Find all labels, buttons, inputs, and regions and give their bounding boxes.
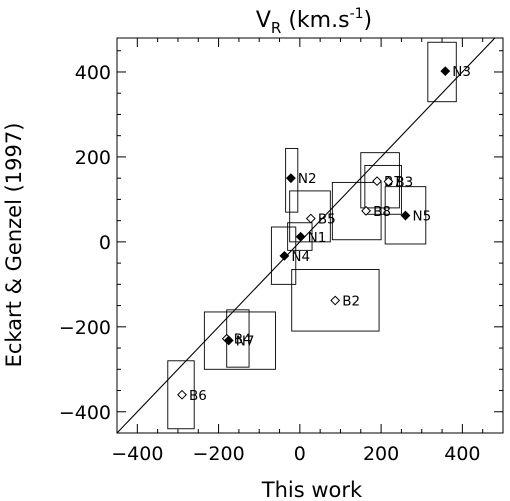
point-label-n4: N4 xyxy=(291,249,310,265)
point-b8 xyxy=(361,205,371,216)
point-label-b4: B4 xyxy=(234,332,252,348)
point-label-b5: B5 xyxy=(318,212,336,228)
point-label-b8: B8 xyxy=(373,204,391,220)
point-label-b3: B3 xyxy=(395,175,413,191)
error-box-b5 xyxy=(289,190,331,243)
point-b6 xyxy=(177,389,187,400)
error-box-n5 xyxy=(384,186,427,245)
point-n5 xyxy=(400,210,411,221)
point-label-n5: N5 xyxy=(412,209,431,225)
chart-title-text: (km.s xyxy=(281,8,349,33)
point-b3 xyxy=(383,176,394,187)
x-axis-label: This work xyxy=(261,478,363,501)
point-n4 xyxy=(279,250,290,261)
y-tick-label: 200 xyxy=(75,147,111,169)
x-tick-label: 200 xyxy=(363,443,399,465)
y-tick-label: 0 xyxy=(99,232,111,254)
point-label-b6: B6 xyxy=(189,388,207,404)
x-tick-label: 0 xyxy=(294,443,306,465)
point-label-n2: N2 xyxy=(298,171,317,187)
error-box-b7 xyxy=(360,152,400,209)
error-box-layer xyxy=(167,41,457,430)
y-tick-label: −200 xyxy=(59,317,111,339)
point-label-b2: B2 xyxy=(342,293,360,309)
error-box-b6 xyxy=(167,360,195,430)
error-box-n3 xyxy=(427,41,457,103)
plot-area xyxy=(116,37,504,434)
chart-title: VR (km.s-1) xyxy=(256,6,372,37)
point-n2 xyxy=(285,173,296,184)
point-b7 xyxy=(372,176,382,187)
point-label-n1: N1 xyxy=(308,230,327,246)
error-box-n2 xyxy=(285,147,299,213)
chart-title-superscript: -1 xyxy=(350,6,364,22)
point-b2 xyxy=(330,295,341,306)
reference-line-layer xyxy=(116,37,496,434)
error-box-b2 xyxy=(291,269,380,332)
chart-title-close: ) xyxy=(364,8,373,33)
x-tick-label: −400 xyxy=(111,443,163,465)
y-axis-label: Eckart & Genzel (1997) xyxy=(2,123,26,368)
error-box-b4 xyxy=(203,311,276,370)
point-b5 xyxy=(305,213,316,224)
point-label-n7: N7 xyxy=(236,333,255,349)
error-box-n4 xyxy=(270,226,297,285)
error-box-n1 xyxy=(287,222,313,251)
point-label-n3: N3 xyxy=(452,64,471,80)
error-box-b8 xyxy=(331,181,382,241)
x-tick-label: 400 xyxy=(444,443,480,465)
y-tick-label: −400 xyxy=(59,402,111,424)
chart-title-main: V xyxy=(256,8,271,33)
point-n3 xyxy=(440,66,451,77)
x-tick-label: −200 xyxy=(192,443,244,465)
identity-line xyxy=(116,37,496,434)
point-n1 xyxy=(295,231,306,242)
point-n7 xyxy=(223,335,234,346)
axis-ticks: −400 −200 0 200 400 −400 −200 0 200 400 xyxy=(59,38,503,465)
error-box-b3 xyxy=(364,164,402,215)
chart-title-subscript: R xyxy=(271,19,281,37)
y-tick-label: 400 xyxy=(75,62,111,84)
